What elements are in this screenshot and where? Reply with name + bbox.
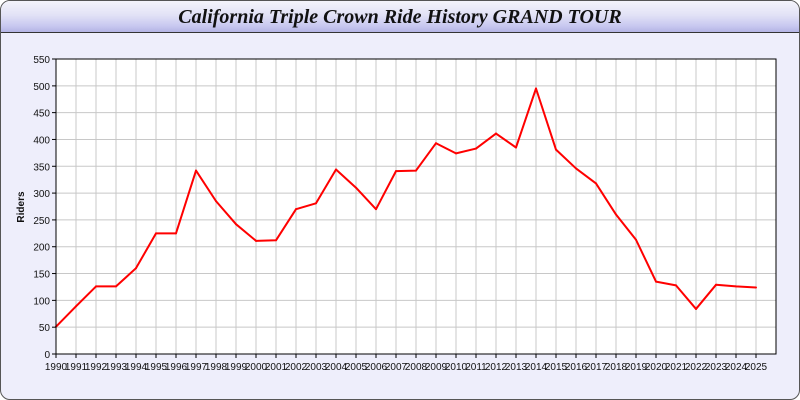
data-point bbox=[275, 239, 277, 242]
x-tick-label: 2020 bbox=[645, 362, 668, 373]
grid bbox=[55, 58, 776, 355]
y-tick-label: 150 bbox=[33, 270, 50, 281]
x-tick-label: 2008 bbox=[405, 362, 428, 373]
x-tick-label: 2005 bbox=[345, 362, 368, 373]
data-point bbox=[355, 186, 357, 189]
x-tick-label: 2022 bbox=[685, 362, 708, 373]
x-tick-label: 2014 bbox=[525, 362, 548, 373]
chart-title: California Triple Crown Ride History GRA… bbox=[178, 6, 622, 28]
data-point bbox=[735, 285, 737, 288]
data-point bbox=[495, 132, 497, 135]
y-tick-label: 0 bbox=[44, 350, 50, 361]
data-point bbox=[155, 232, 157, 235]
data-point bbox=[435, 142, 437, 145]
x-tick-label: 2019 bbox=[625, 362, 648, 373]
data-point bbox=[555, 148, 557, 151]
x-tick-label: 1994 bbox=[125, 362, 148, 373]
data-point bbox=[375, 208, 377, 211]
data-point bbox=[675, 284, 677, 287]
x-tick-label: 2016 bbox=[565, 362, 588, 373]
x-tick-label: 2021 bbox=[665, 362, 688, 373]
data-point bbox=[535, 87, 537, 90]
x-tick-label: 2002 bbox=[285, 362, 308, 373]
x-tick-label: 2000 bbox=[245, 362, 268, 373]
data-point bbox=[575, 167, 577, 170]
series-layer bbox=[55, 87, 757, 328]
x-tick-label: 2004 bbox=[325, 362, 348, 373]
data-point bbox=[695, 307, 697, 310]
data-point bbox=[755, 286, 757, 289]
y-tick-label: 350 bbox=[33, 162, 50, 173]
data-point bbox=[195, 169, 197, 172]
data-point bbox=[95, 285, 97, 288]
x-tick-label: 2024 bbox=[725, 362, 748, 373]
data-point bbox=[595, 182, 597, 185]
data-point bbox=[215, 200, 217, 203]
y-tick-label: 100 bbox=[33, 296, 50, 307]
data-point bbox=[235, 223, 237, 226]
x-tick-label: 2001 bbox=[265, 362, 288, 373]
x-tick-label: 2010 bbox=[445, 362, 468, 373]
data-point bbox=[175, 232, 177, 235]
x-tick-label: 1991 bbox=[65, 362, 88, 373]
x-tick-label: 1995 bbox=[145, 362, 168, 373]
data-point bbox=[475, 147, 477, 150]
y-tick-label: 550 bbox=[33, 55, 50, 66]
y-axis-label: Riders bbox=[16, 191, 27, 223]
x-tick-label: 2025 bbox=[745, 362, 768, 373]
x-axis: 1990199119921993199419951996199719981999… bbox=[45, 354, 768, 373]
data-point bbox=[515, 146, 517, 149]
x-tick-label: 2013 bbox=[505, 362, 528, 373]
x-tick-label: 2023 bbox=[705, 362, 728, 373]
x-tick-label: 1997 bbox=[185, 362, 208, 373]
y-tick-label: 50 bbox=[39, 323, 51, 334]
x-tick-label: 1998 bbox=[205, 362, 228, 373]
y-tick-label: 450 bbox=[33, 109, 50, 120]
data-point bbox=[655, 280, 657, 283]
x-tick-label: 1992 bbox=[85, 362, 108, 373]
data-point bbox=[255, 239, 257, 242]
data-point bbox=[135, 267, 137, 270]
y-tick-label: 200 bbox=[33, 243, 50, 254]
y-tick-label: 300 bbox=[33, 189, 50, 200]
x-tick-label: 2011 bbox=[465, 362, 487, 373]
y-tick-label: 250 bbox=[33, 216, 50, 227]
x-tick-label: 2015 bbox=[545, 362, 568, 373]
x-tick-label: 2017 bbox=[585, 362, 608, 373]
x-tick-label: 2012 bbox=[485, 362, 508, 373]
series-line bbox=[55, 87, 757, 328]
data-point bbox=[75, 305, 77, 308]
x-tick-label: 2003 bbox=[305, 362, 328, 373]
data-point bbox=[715, 283, 717, 286]
data-point bbox=[295, 208, 297, 211]
data-point bbox=[335, 168, 337, 171]
x-tick-label: 1999 bbox=[225, 362, 248, 373]
data-point bbox=[635, 238, 637, 241]
data-point bbox=[395, 170, 397, 173]
x-tick-label: 2018 bbox=[605, 362, 628, 373]
x-tick-label: 1996 bbox=[165, 362, 188, 373]
y-tick-label: 500 bbox=[33, 82, 50, 93]
x-tick-label: 2007 bbox=[385, 362, 408, 373]
data-point bbox=[615, 213, 617, 216]
y-tick-label: 400 bbox=[33, 135, 50, 146]
x-tick-label: 2006 bbox=[365, 362, 388, 373]
y-axis: 0 50 100 150 200 250 300 350 400 450 500 550 bbox=[33, 55, 56, 361]
data-point bbox=[315, 202, 317, 205]
title-bar: California Triple Crown Ride History GRA… bbox=[1, 1, 799, 33]
data-point bbox=[115, 285, 117, 288]
data-point bbox=[455, 152, 457, 155]
x-tick-label: 1990 bbox=[45, 362, 68, 373]
x-tick-label: 1993 bbox=[105, 362, 128, 373]
x-tick-label: 2009 bbox=[425, 362, 448, 373]
data-point bbox=[415, 169, 417, 172]
